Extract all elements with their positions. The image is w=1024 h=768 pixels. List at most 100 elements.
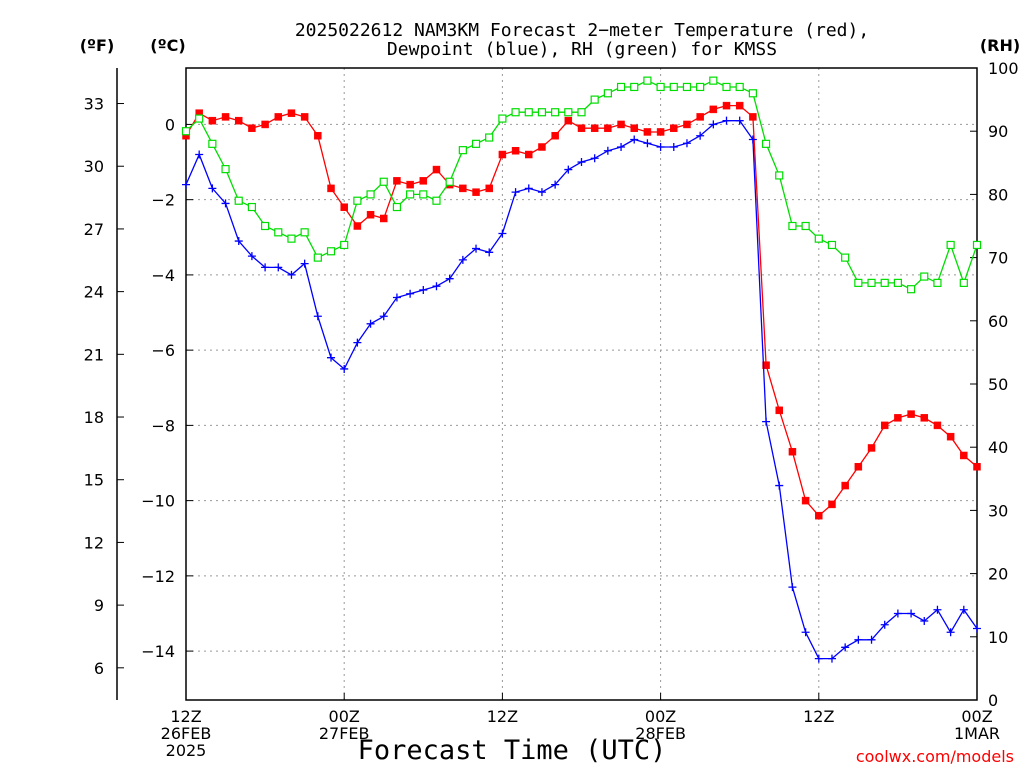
chart-title-line-2: Dewpoint (blue), RH (green) for KMSS — [387, 39, 777, 60]
celsius-tick-label: −2 — [151, 191, 175, 210]
rh-point — [419, 190, 428, 199]
dewpoint-point — [827, 654, 836, 663]
dewpoint-point — [300, 259, 309, 268]
rh-point — [920, 272, 929, 281]
temperature-point — [788, 447, 797, 456]
dewpoint-point — [603, 146, 612, 155]
dewpoint-point — [643, 139, 652, 148]
rh-tick-label: 90 — [988, 122, 1008, 141]
temperature-point — [854, 463, 863, 471]
rh-point — [511, 108, 520, 117]
rh-point — [458, 146, 467, 155]
dewpoint-point — [722, 116, 731, 125]
dewpoint-point — [234, 237, 243, 246]
rh-point — [630, 82, 639, 92]
dewpoint-point — [880, 620, 889, 629]
x-tick-label: 1MAR — [954, 724, 1000, 743]
rh-point — [590, 95, 599, 104]
dewpoint-point — [775, 481, 784, 490]
rh-point — [841, 253, 850, 262]
fahrenheit-tick-label: 6 — [94, 659, 104, 678]
rh-point — [287, 234, 296, 243]
dewpoint-point — [801, 628, 810, 637]
dewpoint-point — [419, 285, 428, 294]
series-line-temperature — [185, 104, 978, 517]
dewpoint-point — [406, 289, 415, 298]
dewpoint-point — [682, 139, 691, 148]
dewpoint-point — [524, 184, 533, 193]
x-tick-label: 2025 — [166, 741, 207, 760]
temperature-point — [538, 143, 546, 151]
temperature-point — [880, 421, 889, 430]
temperature-point — [419, 177, 428, 185]
temperature-point — [380, 214, 388, 223]
x-tick-label: 28FEB — [635, 724, 686, 743]
rh-unit-label: (RH) — [980, 36, 1020, 55]
rh-point — [353, 196, 362, 205]
rh-point — [234, 196, 243, 205]
dewpoint-point — [854, 635, 863, 644]
temperature-point — [722, 101, 731, 110]
rh-point — [656, 82, 665, 92]
celsius-tick-label: −8 — [151, 416, 175, 435]
temperature-point — [261, 120, 269, 129]
temperature-point — [894, 414, 902, 422]
rh-point — [445, 177, 454, 186]
fahrenheit-tick-label: 21 — [84, 345, 104, 364]
temperature-point — [590, 124, 599, 132]
temperature-point — [340, 203, 348, 211]
temperature-point — [775, 406, 783, 415]
rh-tick-label: 30 — [988, 501, 1008, 520]
x-tick-label: 27FEB — [319, 724, 370, 743]
temperature-point — [960, 451, 968, 460]
temperature-point — [656, 128, 665, 136]
temperature-point — [630, 124, 638, 132]
tick-labels: 3330272421181512960−2−4−6−8−10−12−140102… — [84, 59, 1019, 760]
rh-point — [340, 240, 349, 250]
rh-point — [616, 82, 626, 92]
dewpoint-point — [313, 312, 322, 321]
dewpoint-point — [669, 143, 678, 151]
rh-point — [814, 234, 823, 243]
dewpoint-point — [867, 635, 876, 644]
rh-tick-label: 0 — [988, 691, 998, 710]
rh-point — [682, 82, 692, 92]
celsius-tick-label: −14 — [141, 642, 175, 661]
temperature-point — [300, 113, 309, 121]
temperature-point — [709, 105, 718, 114]
rh-point — [379, 177, 388, 186]
temperature-point — [274, 113, 283, 121]
fahrenheit-tick-label: 18 — [84, 408, 104, 427]
dewpoint-point — [247, 252, 256, 261]
dewpoint-point — [208, 184, 217, 193]
dewpoint-point — [274, 263, 283, 272]
rh-point — [906, 285, 916, 294]
dewpoint-point — [445, 274, 454, 283]
temperature-point — [801, 496, 810, 505]
temperature-point — [841, 481, 849, 490]
dewpoint-point — [366, 319, 375, 328]
dewpoint-point — [814, 654, 823, 663]
fahrenheit-tick-label: 33 — [84, 95, 104, 114]
temperature-point — [696, 113, 704, 121]
temperature-point — [683, 120, 691, 129]
rh-tick-label: 50 — [988, 375, 1008, 394]
rh-point — [471, 139, 481, 148]
x-tick-label: 00Z — [645, 707, 676, 726]
temperature-point — [828, 500, 836, 509]
dewpoint-point — [353, 338, 362, 347]
rh-point — [959, 278, 968, 287]
rh-point — [669, 82, 678, 92]
temperature-point — [973, 463, 981, 471]
dewpoint-point — [959, 605, 968, 614]
dewpoint-point — [537, 188, 546, 197]
dewpoint-point — [511, 188, 520, 197]
temperature-point — [525, 150, 533, 159]
celsius-tick-label: −12 — [141, 567, 175, 586]
dewpoint-point — [261, 263, 270, 272]
x-tick-label: 26FEB — [161, 724, 212, 743]
rh-point — [181, 127, 191, 136]
temperature-point — [406, 180, 414, 189]
